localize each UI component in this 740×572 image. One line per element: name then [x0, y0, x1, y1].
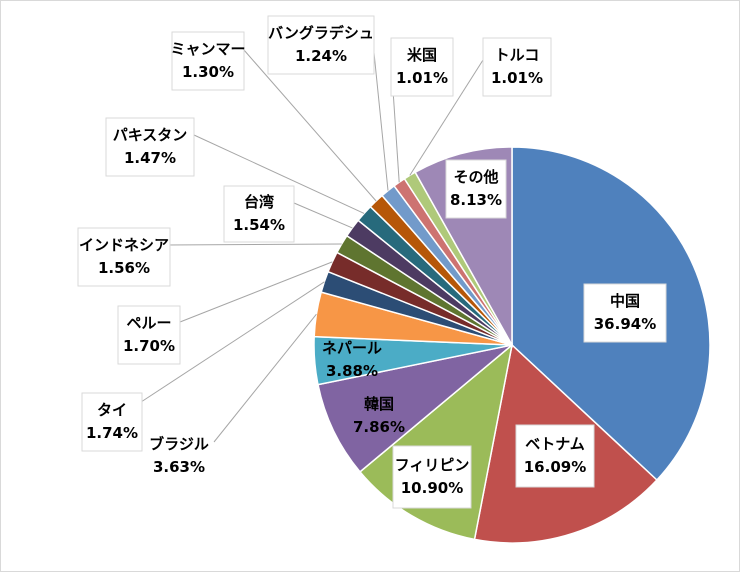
data-label: トルコ 1.01% — [482, 37, 552, 97]
leader-line — [179, 261, 333, 323]
data-label: 中国 36.94% — [583, 283, 667, 343]
slice-label: トルコ — [495, 46, 540, 64]
slice-value: 1.24% — [295, 47, 347, 65]
leader-line — [165, 243, 342, 246]
label-box — [390, 37, 454, 97]
data-label: ブラジル 3.63% — [149, 435, 209, 476]
leader-line — [193, 134, 365, 214]
slice-label: ベトナム — [525, 435, 585, 453]
leader-line — [137, 281, 325, 405]
label-box — [583, 283, 667, 343]
slice-label: フィリピン — [395, 456, 470, 474]
leader-line — [243, 49, 377, 202]
data-label: ベトナム 16.09% — [515, 424, 595, 488]
label-box — [171, 31, 245, 91]
label-box — [117, 305, 181, 365]
slice-value: 1.56% — [98, 259, 150, 277]
slice-value: 1.01% — [396, 69, 448, 87]
label-box — [105, 117, 195, 177]
slice-value: 1.01% — [491, 69, 543, 87]
label-box — [267, 15, 375, 75]
slice-label: ネパール — [322, 339, 382, 357]
data-label: 米国 1.01% — [390, 37, 454, 97]
slice-value: 1.74% — [86, 424, 138, 442]
data-label: ネパール 3.88% — [322, 339, 382, 380]
slice-value: 1.47% — [124, 149, 176, 167]
slice-label: インドネシア — [79, 236, 169, 254]
leader-line — [409, 59, 484, 176]
leader-line — [371, 32, 389, 191]
slice-label: バングラデシュ — [268, 24, 374, 42]
slice-label: ペルー — [126, 314, 171, 332]
slice-value: 3.88% — [326, 362, 378, 380]
label-box — [445, 159, 507, 219]
slice-label: タイ — [97, 401, 127, 419]
slice-label: パキスタン — [113, 126, 188, 144]
data-label: パキスタン 1.47% — [105, 117, 195, 177]
slice-label: 米国 — [407, 46, 437, 64]
data-label: ミャンマー 1.30% — [170, 31, 246, 91]
slice-value: 1.54% — [233, 216, 285, 234]
slice-label: 台湾 — [244, 193, 274, 211]
slice-label: 中国 — [610, 292, 640, 310]
slice-label: 韓国 — [364, 395, 394, 413]
label-box — [81, 392, 143, 452]
slice-value: 16.09% — [524, 458, 586, 476]
label-box — [515, 424, 595, 488]
leader-lines — [137, 32, 484, 443]
slice-value: 8.13% — [450, 191, 502, 209]
label-box — [77, 227, 171, 287]
data-label: 台湾 1.54% — [223, 185, 295, 243]
data-label: その他 8.13% — [445, 159, 507, 219]
slice-value: 1.30% — [182, 63, 234, 81]
slice-value: 3.63% — [153, 458, 205, 476]
data-label: ペルー 1.70% — [117, 305, 181, 365]
data-label: バングラデシュ 1.24% — [267, 15, 375, 75]
data-label: インドネシア 1.56% — [77, 227, 171, 287]
slice-value: 7.86% — [353, 418, 405, 436]
data-label: タイ 1.74% — [81, 392, 143, 452]
leader-line — [213, 313, 317, 443]
slice-label: その他 — [453, 168, 498, 186]
pie-slice — [317, 344, 513, 473]
label-box — [223, 185, 295, 243]
label-box — [482, 37, 552, 97]
slice-label: ブラジル — [149, 435, 209, 453]
label-box — [392, 445, 472, 509]
data-label: フィリピン 10.90% — [392, 445, 472, 509]
slice-value: 36.94% — [594, 315, 656, 333]
slice-value: 1.70% — [123, 337, 175, 355]
data-labels: 中国 36.94% ベトナム 16.09% フィリピン 10.90% 韓国 7.86% ネパール… — [77, 15, 667, 509]
slice-label: ミャンマー — [170, 40, 245, 58]
data-label: 韓国 7.86% — [353, 395, 405, 436]
slice-value: 10.90% — [401, 479, 463, 497]
leader-line — [293, 202, 353, 229]
